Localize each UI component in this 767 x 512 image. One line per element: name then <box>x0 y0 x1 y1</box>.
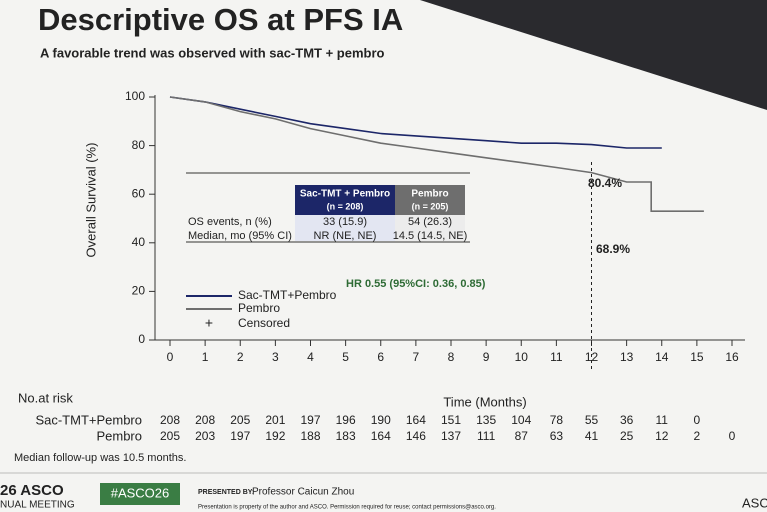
corner-logo: ASC <box>742 495 767 510</box>
x-tick-label: 5 <box>342 350 349 364</box>
legend-symbol: + <box>205 315 213 331</box>
at-risk-count: 25 <box>620 429 634 443</box>
table-cell: Median, mo (95% CI) <box>188 230 292 242</box>
x-tick-label: 1 <box>202 350 209 364</box>
x-tick-label: 2 <box>237 350 244 364</box>
at-risk-count: 104 <box>511 413 531 427</box>
at-risk-count: 36 <box>620 413 634 427</box>
at-risk-count: 208 <box>195 413 215 427</box>
presenter: Professor Caicun Zhou <box>252 487 354 498</box>
at-risk-count: 205 <box>160 429 180 443</box>
at-risk-count: 55 <box>585 413 599 427</box>
annotation: 68.9% <box>596 242 630 256</box>
title: Descriptive OS at PFS IA <box>38 2 403 37</box>
at-risk-count: 87 <box>515 429 529 443</box>
notice: Presentation is property of the author a… <box>198 505 496 511</box>
room-corner <box>420 0 767 110</box>
at-risk-count: 188 <box>300 429 320 443</box>
annotation: HR 0.55 (95%CI: 0.36, 0.85) <box>346 278 486 290</box>
table-cell: 54 (26.3) <box>408 216 452 228</box>
at-risk-count: 11 <box>656 413 669 427</box>
x-tick-label: 0 <box>167 350 174 364</box>
survival-curve <box>169 96 662 149</box>
table-cell: NR (NE, NE) <box>314 230 377 242</box>
footnote: Median follow-up was 10.5 months. <box>14 452 186 464</box>
at-risk-count: 2 <box>694 429 701 443</box>
logo: 26 ASCO <box>0 482 64 499</box>
subtitle: A favorable trend was observed with sac-… <box>40 45 385 60</box>
at-risk-count: 41 <box>585 429 599 443</box>
at-risk-count: 208 <box>160 413 180 427</box>
y-axis-label: Overall Survival (%) <box>83 143 98 258</box>
y-tick-label: 80 <box>132 138 146 152</box>
legend-label: Sac-TMT+Pembro <box>238 288 337 302</box>
x-tick-label: 9 <box>483 350 490 364</box>
y-tick-label: 60 <box>132 186 146 200</box>
table-header: Sac-TMT + Pembro <box>300 189 390 200</box>
at-risk-count: 203 <box>195 429 215 443</box>
at-risk-count: 111 <box>477 429 496 443</box>
x-tick-label: 15 <box>690 350 704 364</box>
x-tick-label: 8 <box>448 350 455 364</box>
table-header: Pembro <box>411 189 448 200</box>
y-tick-label: 100 <box>125 89 145 103</box>
at-risk-count: 164 <box>406 413 426 427</box>
y-tick-label: 40 <box>132 235 146 249</box>
x-tick-label: 6 <box>377 350 384 364</box>
x-tick-label: 14 <box>655 350 669 364</box>
at-risk-name: Sac-TMT+Pembro <box>35 412 142 427</box>
table-header: (n = 205) <box>412 201 449 211</box>
table-header-cell <box>295 185 395 215</box>
at-risk-name: Pembro <box>96 428 142 443</box>
x-tick-label: 10 <box>515 350 529 364</box>
table-cell: 14.5 (14.5, NE) <box>393 230 468 242</box>
at-risk-label: No.at risk <box>18 390 73 405</box>
at-risk-count: 135 <box>476 413 496 427</box>
hashtag: #ASCO26 <box>111 485 170 500</box>
y-tick-label: 0 <box>138 332 145 346</box>
at-risk-count: 137 <box>441 429 461 443</box>
at-risk-count: 190 <box>371 413 391 427</box>
x-tick-label: 16 <box>725 350 739 364</box>
x-axis-label: Time (Months) <box>443 394 526 409</box>
at-risk-count: 192 <box>265 429 285 443</box>
at-risk-count: 146 <box>406 429 426 443</box>
at-risk-count: 196 <box>336 413 356 427</box>
survival-curve <box>169 96 704 212</box>
logo-sub: NUAL MEETING <box>0 500 75 511</box>
legend-label: Censored <box>238 316 290 330</box>
at-risk-count: 151 <box>441 413 461 427</box>
table-header-cell <box>395 185 465 215</box>
x-tick-label: 7 <box>413 350 420 364</box>
at-risk-count: 205 <box>230 413 250 427</box>
table-cell: 33 (15.9) <box>323 216 367 228</box>
at-risk-count: 78 <box>550 413 564 427</box>
at-risk-count: 63 <box>550 429 564 443</box>
x-tick-label: 12 <box>585 350 599 364</box>
at-risk-count: 197 <box>230 429 250 443</box>
x-tick-label: 13 <box>620 350 634 364</box>
table-cell: OS events, n (%) <box>188 216 272 228</box>
at-risk-count: 12 <box>655 429 669 443</box>
x-tick-label: 4 <box>307 350 314 364</box>
at-risk-count: 164 <box>371 429 391 443</box>
presented-by: PRESENTED BY: <box>198 489 254 496</box>
y-tick-label: 20 <box>132 284 146 298</box>
at-risk-count: 0 <box>694 413 701 427</box>
legend-label: Pembro <box>238 301 280 315</box>
annotation: 80.4% <box>588 176 622 190</box>
x-tick-label: 11 <box>550 350 563 364</box>
x-tick-label: 3 <box>272 350 279 364</box>
at-risk-count: 201 <box>265 413 285 427</box>
table-cell-bg <box>395 215 465 241</box>
at-risk-count: 0 <box>729 429 736 443</box>
at-risk-count: 197 <box>300 413 320 427</box>
at-risk-count: 183 <box>336 429 356 443</box>
table-header: (n = 208) <box>327 201 364 211</box>
hashtag-box <box>100 483 180 505</box>
table-cell-bg <box>295 215 395 241</box>
